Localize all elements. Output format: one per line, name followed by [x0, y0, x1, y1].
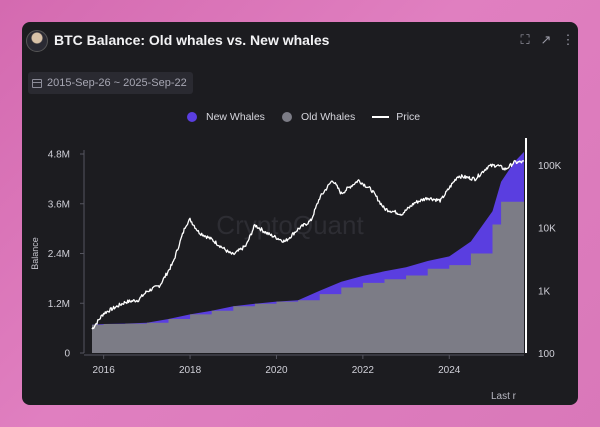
footer-text: Last r [490, 391, 516, 402]
y-tick-label: 4.8M [48, 150, 70, 161]
date-range-label: 2015-Sep-26 ~ 2025-Sep-22 [47, 77, 187, 89]
author-avatar[interactable] [26, 30, 48, 52]
old-whales-area [92, 201, 524, 353]
fullscreen-icon[interactable]: ⛶ [520, 32, 530, 47]
x-tick-label: 2020 [265, 365, 288, 376]
external-link-icon[interactable]: ↗ [540, 32, 552, 47]
x-tick-label: 2022 [352, 365, 375, 376]
y-tick-label: 2.4M [48, 249, 70, 260]
axes: 0 1.2M 2.4M 3.6M 4.8M 100 1K 10K 100K 2016 2018 202… [30, 138, 562, 376]
legend-label-old-whales: Old Whales [300, 111, 356, 123]
plot-area [91, 151, 525, 353]
card-header: BTC Balance: Old whales vs. New whales ⛶… [22, 22, 578, 60]
y-axis-label: Balance [30, 237, 40, 270]
y2-tick-label: 10K [538, 224, 556, 235]
calendar-icon [32, 78, 42, 88]
legend-item-old-whales[interactable]: Old Whales [281, 111, 356, 123]
date-range-picker[interactable]: 2015-Sep-26 ~ 2025-Sep-22 [28, 72, 193, 94]
price-line [91, 159, 525, 330]
price-swatch [372, 116, 390, 118]
chart-title: BTC Balance: Old whales vs. New whales [54, 32, 330, 48]
legend-item-price[interactable]: Price [372, 111, 420, 123]
y-tick-label: 0 [64, 349, 70, 360]
more-vert-icon[interactable]: ⋮ [561, 32, 575, 47]
y-tick-label: 3.6M [48, 199, 70, 210]
legend-label-price: Price [396, 111, 421, 123]
chart-svg: CryptoQuant 0 1.2M 2.4M 3.6M 4.8M 100 1K 10K 100… [30, 138, 562, 376]
x-tick-label: 2018 [179, 365, 202, 376]
chart-card: BTC Balance: Old whales vs. New whales ⛶… [22, 22, 578, 405]
old-whales-swatch [281, 112, 292, 122]
y2-tick-label: 100 [538, 349, 555, 360]
y2-tick-label: 1K [538, 286, 551, 297]
legend: New Whales Old Whales Price [187, 111, 437, 123]
legend-item-new-whales[interactable]: New Whales [187, 111, 265, 123]
x-tick-label: 2024 [438, 365, 461, 376]
watermark: CryptoQuant [216, 210, 364, 240]
new-whales-swatch [187, 112, 197, 122]
y2-tick-label: 100K [538, 161, 562, 172]
y-tick-label: 1.2M [48, 299, 70, 310]
legend-label-new-whales: New Whales [206, 111, 265, 123]
x-tick-label: 2016 [93, 365, 116, 376]
